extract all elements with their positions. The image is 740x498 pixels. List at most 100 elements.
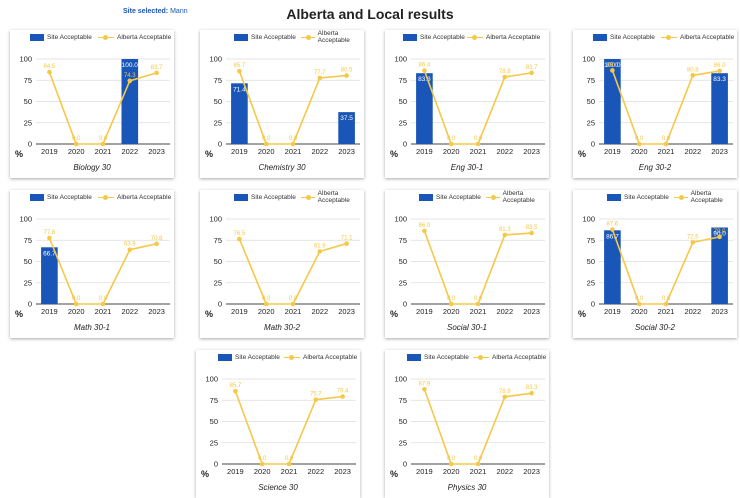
legend-swatch-alberta [301,34,315,41]
legend-swatch-site [234,33,248,41]
legend-label-site: Site Acceptable [610,33,655,41]
x-tick-label: 2021 [285,147,302,156]
y-tick-label: 0 [403,300,407,309]
x-tick-label: 2020 [631,147,648,156]
chart-card[interactable]: Site Acceptable Alberta Acceptable 0 25 50 75… [200,190,364,338]
chart-card[interactable]: Site Acceptable Alberta Acceptable 0 25 50 75… [573,190,737,338]
chart-card[interactable]: Site Acceptable Alberta Acceptable 0 25 50 75… [200,30,364,178]
legend-swatch-alberta [98,194,114,201]
bar-site [416,73,433,144]
legend-swatch-site [218,353,232,361]
legend-alberta[interactable]: Alberta Acceptable [301,30,364,44]
legend-site[interactable]: Site Acceptable [30,192,92,202]
line-data-label: 77.7 [314,70,326,76]
line-alberta [423,70,532,145]
chart-subtitle: Math 30-2 [263,323,301,332]
legend-swatch-site [407,353,421,361]
chart-card[interactable]: Site Acceptable Alberta Acceptable 0 25 50 75… [385,190,549,338]
x-tick-label: 2023 [523,307,540,316]
legend-alberta[interactable]: Alberta Acceptable [674,190,737,204]
line-data-label: 0.0 [285,456,294,462]
y-axis-unit: % [390,309,399,319]
bar-data-label: 90.0 [713,231,726,238]
point-alberta [263,141,269,147]
y-tick-label: 50 [399,257,407,266]
legend-alberta[interactable]: Alberta Acceptable [98,192,171,202]
chart-card[interactable]: Site Acceptable Alberta Acceptable 0 25 50 75… [196,350,360,498]
legend-alberta[interactable]: Alberta Acceptable [473,352,546,362]
y-tick-label: 75 [399,236,407,245]
point-alberta [448,141,454,147]
legend-label-alberta: Alberta Acceptable [317,30,350,44]
legend-label-site: Site Acceptable [47,193,92,201]
y-tick-label: 50 [399,417,407,426]
legend-site[interactable]: Site Acceptable [234,32,296,42]
legend-label-alberta: Alberta Acceptable [492,353,547,361]
bar-site [231,83,248,144]
line-alberta [611,229,720,305]
chart-card[interactable]: Site Acceptable Alberta Acceptable 0 25 50 75… [573,30,737,178]
legend-site[interactable]: Site Acceptable [419,192,481,202]
legend-alberta[interactable]: Alberta Acceptable [284,352,357,362]
x-tick-label: 2021 [658,147,675,156]
legend-alberta[interactable]: Alberta Acceptable [301,190,364,204]
legend-alberta[interactable]: Alberta Acceptable [467,32,540,42]
x-tick-label: 2019 [604,147,621,156]
x-tick-label: 2019 [227,467,244,476]
legend-label-site: Site Acceptable [251,33,296,41]
line-alberta [48,237,157,305]
legend-swatch-site [607,193,621,201]
line-data-label: 0.0 [262,296,271,302]
legend-swatch-alberta [661,34,677,41]
legend-alberta[interactable]: Alberta Acceptable [98,32,171,42]
legend-swatch-site [419,193,433,201]
chart-svg: 0 25 50 75 100 2019 2020 2021 2022 2023 86.7 90.0 87… [582,215,733,316]
x-tick-label: 2020 [631,307,648,316]
line-data-label: 77.6 [44,230,56,236]
x-tick-label: 2022 [121,307,138,316]
point-alberta [502,394,508,400]
point-alberta [340,394,345,399]
chart-card[interactable]: Site Acceptable Alberta Acceptable 0 25 50 75… [10,190,174,338]
line-data-label: 0.0 [474,456,483,462]
chart-card[interactable]: Site Acceptable Alberta Acceptable 0 25 50 75… [385,350,549,498]
point-alberta [259,461,265,467]
legend-label-alberta: Alberta Acceptable [502,190,535,204]
legend-label-site: Site Acceptable [424,353,469,361]
chart-card[interactable]: Site Acceptable Alberta Acceptable 0 25 50 75… [10,30,174,178]
x-tick-label: 2019 [41,147,58,156]
y-axis-unit: % [205,149,214,159]
legend-site[interactable]: Site Acceptable [607,192,669,202]
point-alberta [154,241,159,247]
point-alberta [422,68,427,73]
bar-site [338,112,355,144]
y-tick-label: 50 [587,257,595,266]
legend-site[interactable]: Site Acceptable [218,352,280,362]
legend-site[interactable]: Site Acceptable [403,32,465,42]
x-tick-label: 2020 [68,147,85,156]
line-data-label: 0.0 [447,136,456,142]
chart-card[interactable]: Site Acceptable Alberta Acceptable 0 25 50 75… [385,30,549,178]
y-axis-unit: % [15,149,24,159]
legend-site[interactable]: Site Acceptable [234,192,296,202]
y-tick-label: 25 [210,438,218,447]
legend-site[interactable]: Site Acceptable [30,32,92,42]
point-alberta [100,141,106,147]
line-data-label: 61.9 [314,243,326,249]
y-tick-label: 75 [210,396,218,405]
legend-alberta[interactable]: Alberta Acceptable [661,32,734,42]
y-tick-label: 50 [587,97,595,106]
point-alberta [690,73,696,78]
line-data-label: 83.7 [151,65,163,71]
y-tick-label: 50 [24,97,32,106]
x-tick-label: 2022 [496,307,513,316]
site-selected-indicator[interactable]: Site selected: Mann [123,8,188,15]
y-tick-label: 0 [403,460,407,469]
legend-site[interactable]: Site Acceptable [407,352,469,362]
legend-alberta[interactable]: Alberta Acceptable [486,190,549,204]
legend-label-alberta: Alberta Acceptable [117,193,172,201]
legend-site[interactable]: Site Acceptable [593,32,655,42]
line-data-label: 0.0 [635,136,644,142]
point-alberta [317,249,323,254]
chart-svg: 0 25 50 75 100 2019 2020 2021 2022 2023 85.7 0.0 0.0… [205,375,356,476]
